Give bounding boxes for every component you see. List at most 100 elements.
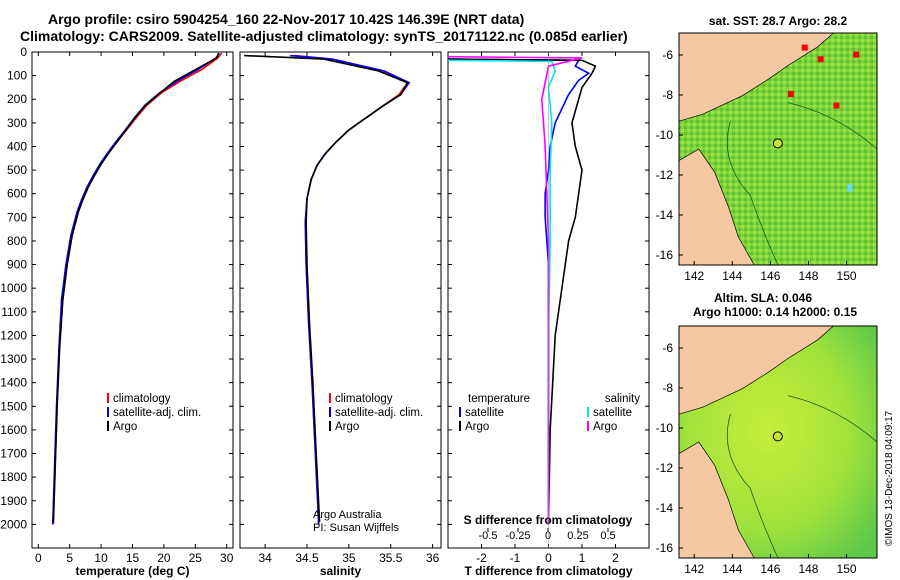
sst-map-title: sat. SST: 28.7 Argo: 28.2 (709, 14, 848, 28)
s-tick-label: -0.25 (505, 530, 530, 542)
lon-tick-label: 142 (684, 269, 704, 283)
land-new-guinea (678, 32, 835, 122)
legend-label: satellite-adj. clim. (113, 407, 201, 419)
y-tick-label: 600 (7, 187, 27, 201)
warm-pixel (833, 102, 840, 109)
x-axis-label: T difference from climatology (464, 564, 632, 578)
series-line-argo (52, 52, 220, 523)
x-tick-label: 1 (579, 551, 586, 565)
y-tick-label: 1000 (0, 281, 27, 295)
lon-tick-label: 148 (798, 269, 818, 283)
map-frame (678, 325, 878, 559)
salinity-panel: 34 34.5 35 35.5 36 salinity climatology satelli… (239, 51, 442, 578)
difference-panel: -2 -1 0 1 2T difference from climatology temp… (447, 51, 650, 578)
y-tick-label: 500 (7, 163, 27, 177)
y-tick-label: 1700 (0, 447, 27, 461)
annotation-line-1: Argo Australia (313, 509, 382, 521)
x-tick-label: 36 (426, 551, 440, 565)
x-tick-label: 15 (126, 551, 140, 565)
y-tick-label: 200 (7, 92, 27, 106)
legend-label: Argo (335, 421, 359, 433)
lat-tick-label: -10 (656, 421, 674, 435)
header-line-2: Climatology: CARS2009. Satellite-adjuste… (20, 28, 628, 44)
lon-tick-label: 146 (760, 269, 780, 283)
x-tick-label: 34.5 (295, 551, 319, 565)
legend-label: Argo (465, 421, 489, 433)
header-line-1: Argo profile: csiro 5904254_160 22-Nov-2… (48, 11, 525, 27)
y-tick-label: 1200 (0, 328, 27, 342)
lon-tick-label: 150 (837, 269, 857, 283)
y-tick-label: 1300 (0, 352, 27, 366)
warm-pixel (787, 91, 794, 97)
y-tick-label: 700 (7, 210, 27, 224)
y-tick-label: 1100 (1, 305, 27, 319)
argo-location-marker (772, 138, 783, 149)
s-tick-label: -0.5 (479, 530, 498, 542)
y-tick-label: 1400 (0, 376, 27, 390)
lat-tick-label: -14 (656, 208, 674, 222)
lat-tick-label: -14 (656, 501, 674, 515)
x-tick-label: 2 (612, 551, 619, 565)
x-tick-label: 10 (94, 551, 108, 565)
legend-header-salinity: salinity (605, 393, 640, 405)
lon-tick-label: 142 (684, 562, 704, 576)
sla-map: 142 144 146 148 150 -6 -8 -10 -12 -14 -16 Altim. SL… (656, 291, 878, 576)
credit-text: ©IMOS 13-Dec-2018 04:09:17 (884, 410, 895, 546)
legend-label: climatology (113, 393, 171, 405)
x-axis-label: temperature (deg C) (75, 564, 189, 578)
x-tick-label: 25 (189, 551, 203, 565)
series-line-t-argo (447, 58, 597, 525)
y-tick-label: 900 (7, 258, 27, 272)
x-tick-label: -2 (476, 551, 487, 565)
isobath-contour (787, 102, 878, 150)
x-axis-label: salinity (320, 564, 362, 578)
lon-tick-label: 144 (722, 562, 742, 576)
legend-label: Argo (113, 421, 137, 433)
isobath-contour (787, 395, 878, 443)
s-tick-label: 0.5 (600, 530, 615, 542)
legend-header-temperature: temperature (468, 393, 530, 405)
s-tick-label: 0 (545, 530, 551, 542)
temperature-frame (31, 51, 234, 549)
warm-pixel (817, 56, 824, 63)
x-tick-label: 0 (35, 551, 42, 565)
legend-label: satellite-adj. clim. (335, 407, 423, 419)
lon-tick-label: 150 (837, 562, 857, 576)
s-tick-label: 0.25 (567, 530, 588, 542)
y-tick-label: 1800 (0, 470, 27, 484)
x-tick-label: 5 (66, 551, 73, 565)
legend-label: satellite (465, 407, 504, 419)
isobath-contour (726, 414, 779, 559)
lat-tick-label: -10 (656, 128, 674, 142)
x-tick-label: -1 (510, 551, 521, 565)
isobath-contour (726, 121, 779, 266)
lon-tick-label: 144 (722, 269, 742, 283)
land-new-guinea (678, 325, 835, 415)
y-tick-label: 300 (7, 116, 27, 130)
x-tick-label: 34 (258, 551, 272, 565)
lon-tick-label: 148 (798, 562, 818, 576)
x-tick-label: 20 (157, 551, 171, 565)
y-tick-label: 2000 (0, 517, 27, 531)
x-tick-label: 30 (220, 551, 234, 565)
lat-tick-label: -16 (656, 248, 674, 262)
warm-pixel (801, 44, 808, 51)
legend-label: climatology (335, 393, 393, 405)
cool-pixel (847, 183, 853, 192)
lat-tick-label: -12 (656, 168, 674, 182)
legend-label: Argo (593, 421, 617, 433)
series-line-argo (244, 54, 409, 523)
lat-tick-label: -6 (662, 48, 673, 62)
x-tick-label: 35.5 (379, 551, 403, 565)
annotation-line-2: PI: Susan Wijffels (313, 522, 399, 534)
temperature-panel: 0100200300400500600700800900100011001200… (0, 45, 233, 578)
lat-tick-label: -8 (662, 381, 673, 395)
x-tick-label: 35 (342, 551, 356, 565)
x-tick-label: 0 (545, 551, 552, 565)
sla-map-title-2: Argo h1000: 0.14 h2000: 0.15 (693, 305, 857, 319)
salinity-frame (239, 51, 442, 549)
y-tick-label: 1500 (0, 399, 27, 413)
y-tick-label: 100 (7, 69, 27, 83)
y-tick-label: 400 (7, 139, 27, 153)
